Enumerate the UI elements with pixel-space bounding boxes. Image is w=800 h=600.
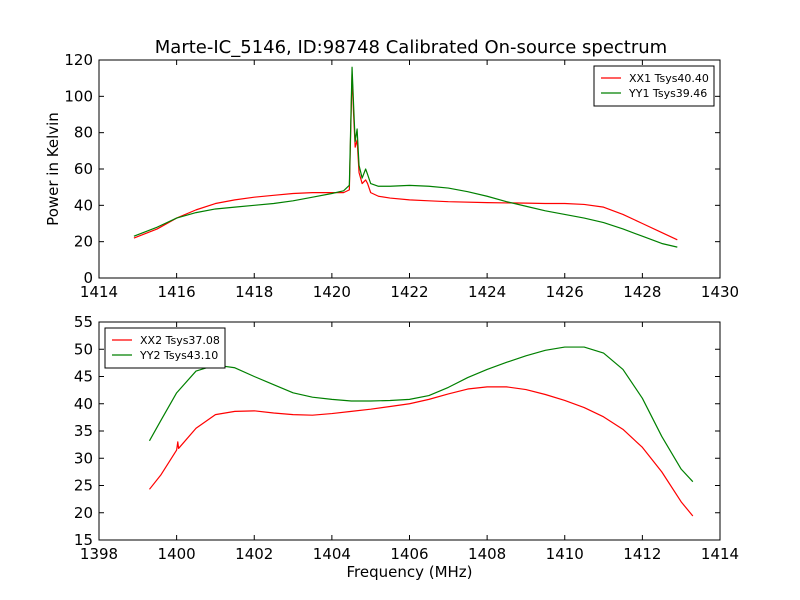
y-tick-label: 55	[74, 313, 93, 331]
x-tick-label: 1414	[80, 283, 118, 301]
y-tick-label: 40	[74, 196, 93, 214]
x-tick-label: 1408	[468, 545, 506, 563]
x-tick-label: 1402	[235, 545, 273, 563]
y-axis-label: Power in Kelvin	[44, 112, 62, 226]
legend: XX1 Tsys40.40 YY1 Tsys39.46	[593, 65, 715, 107]
legend: XX2 Tsys37.08 YY2 Tsys43.10	[104, 327, 226, 369]
y-tick-label: 40	[74, 395, 93, 413]
x-tick-label: 1420	[313, 283, 351, 301]
x-tick-label: 1414	[701, 545, 739, 563]
x-tick-label: 1416	[158, 283, 196, 301]
y-tick-label: 50	[74, 340, 93, 358]
bottom-spectrum-panel: 1398 1400 1402 1404 1406 1408 1410 1412 1414 15 20…	[74, 313, 739, 581]
series-line-red	[133, 73, 678, 241]
legend-box	[593, 65, 715, 107]
series-line-red	[148, 386, 694, 517]
y-tick-label: 0	[83, 269, 93, 287]
y-tick-label: 100	[64, 87, 93, 105]
x-tick-label: 1428	[623, 283, 661, 301]
y-tick-label: 120	[64, 51, 93, 69]
y-tick-label: 30	[74, 449, 93, 467]
series-line-green	[133, 66, 678, 248]
legend-entry-label: YY1 Tsys39.46	[628, 87, 707, 100]
y-tick-label: 20	[74, 233, 93, 251]
x-tick-label: 1424	[468, 283, 506, 301]
x-tick-label: 1400	[158, 545, 196, 563]
y-tick-label: 35	[74, 422, 93, 440]
x-tick-label: 1410	[546, 545, 584, 563]
y-tick-label: 20	[74, 504, 93, 522]
x-tick-label: 1398	[80, 545, 118, 563]
legend-entry-label: XX1 Tsys40.40	[629, 72, 709, 85]
x-axis-label: Frequency (MHz)	[346, 563, 472, 581]
legend-entry-label: YY2 Tsys43.10	[139, 349, 218, 362]
x-tick-label: 1412	[623, 545, 661, 563]
top-spectrum-panel: 1414 1416 1418 1420 1422 1424 1426 1428 1430 0 20 4…	[44, 51, 739, 301]
y-tick-label: 80	[74, 124, 93, 142]
y-tick-label: 25	[74, 477, 93, 495]
legend-box	[104, 327, 226, 369]
x-tick-label: 1418	[235, 283, 273, 301]
y-tick-label: 45	[74, 368, 93, 386]
x-tick-label: 1422	[390, 283, 428, 301]
legend-entry-label: XX2 Tsys37.08	[140, 334, 220, 347]
x-tick-label: 1404	[313, 545, 351, 563]
figure-title: Marte-IC_5146, ID:98748 Calibrated On-so…	[155, 37, 667, 58]
x-tick-label: 1426	[546, 283, 584, 301]
x-tick-label: 1430	[701, 283, 739, 301]
y-tick-label: 15	[74, 531, 93, 549]
x-tick-label: 1406	[390, 545, 428, 563]
y-tick-label: 60	[74, 160, 93, 178]
series-line-green	[148, 346, 694, 483]
